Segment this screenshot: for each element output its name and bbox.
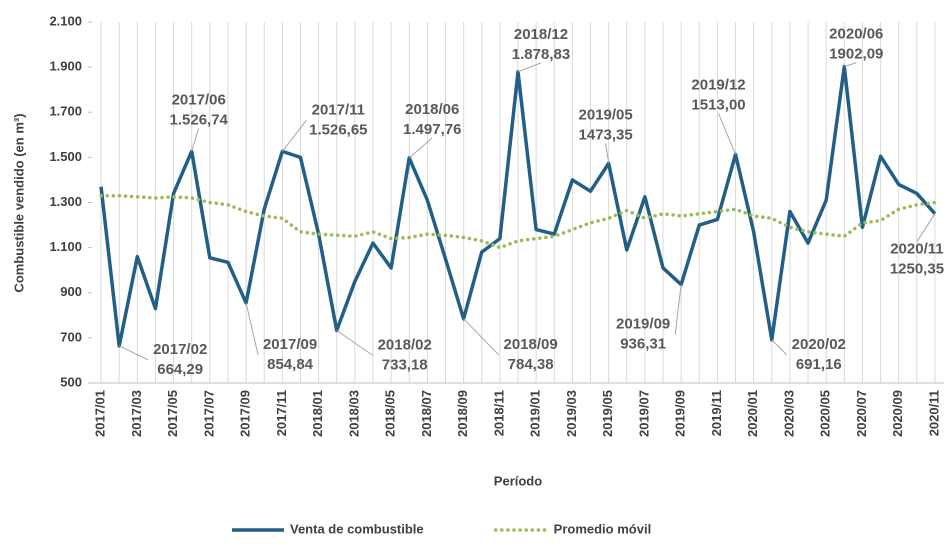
x-tick-label: 2019/05 [600,390,615,437]
callout-line [118,345,149,361]
y-tick-label: 1.300 [49,194,82,209]
callout-period: 2017/11 [312,101,365,118]
y-tick-label: 900 [60,284,82,299]
x-tick-label: 2017/03 [129,390,144,437]
callout-period: 2019/09 [616,316,670,333]
legend-label: Venta de combustible [290,521,424,536]
x-tick-label: 2018/01 [310,390,325,437]
y-tick-label: 2.100 [49,13,82,28]
callout-line [605,143,610,164]
x-tick-label: 2017/11 [274,390,289,436]
y-tick-label: 1.700 [49,104,82,119]
callout-period: 2017/09 [263,336,317,353]
x-tick-label: 2020/03 [781,390,796,437]
x-tick-label: 2020/07 [854,390,869,437]
x-tick-label: 2020/01 [745,390,760,437]
data-label: 1513,00 [691,96,745,113]
data-label: 784,38 [508,356,554,373]
callout-period: 2017/02 [153,341,207,358]
callout-line [336,329,374,356]
y-axis-title: Combustible vendido (en m³) [11,113,26,292]
data-label: 664,29 [157,361,203,378]
x-tick-label: 2018/05 [383,390,398,437]
x-tick-label: 2020/11 [926,390,941,436]
callout-period: 2020/11 [890,241,943,258]
data-label: 1.497,76 [403,121,461,138]
x-tick-label: 2017/05 [165,390,180,437]
series-line [99,193,937,250]
callout-period: 2019/12 [691,76,745,93]
x-tick-label: 2017/09 [238,390,253,437]
data-label: 733,18 [382,356,428,373]
callout-line [408,137,433,159]
callout-period: 2018/12 [514,26,568,43]
x-tick-label: 2018/09 [455,390,470,437]
x-tick-label: 2019/09 [673,390,688,437]
x-tick-label: 2020/05 [818,390,833,437]
callout-line [245,302,259,356]
data-label: 1902,09 [829,46,883,63]
callout-period: 2018/09 [503,336,557,353]
x-tick-label: 2019/07 [636,390,651,437]
x-tick-label: 2017/07 [201,390,216,437]
y-tick-label: 1.500 [49,149,82,164]
data-label: 1.526,74 [170,111,229,128]
callout-line [916,213,936,242]
x-tick-label: 2017/01 [93,390,108,437]
x-tick-label: 2019/11 [709,390,724,436]
series-line [99,64,937,348]
x-tick-label: 2018/03 [346,390,361,437]
data-label: 854,84 [267,356,314,373]
callout-line [281,120,307,152]
callout-period: 2019/05 [579,106,633,123]
data-label: 1250,35 [890,261,944,278]
callout-period: 2018/06 [405,101,459,118]
callout-line [718,113,736,155]
y-tick-label: 500 [60,374,82,389]
callout-period: 2017/06 [172,91,226,108]
callout-line [771,339,788,356]
callout-line [517,62,542,73]
callout-line [463,318,499,356]
data-label: 1473,35 [579,126,633,143]
y-tick-label: 700 [60,329,82,344]
callout-period: 2020/06 [829,26,883,43]
data-label: 1.526,65 [309,121,367,138]
x-tick-label: 2019/03 [564,390,579,437]
callout-line [191,128,200,152]
x-tick-label: 2018/11 [491,390,506,436]
x-tick-label: 2019/01 [528,390,543,437]
data-label: 691,16 [796,356,842,373]
y-tick-label: 1.900 [49,59,82,74]
legend-label: Promedio móvil [554,521,652,536]
y-tick-label: 1.100 [49,239,82,254]
x-axis-title: Período [494,473,542,488]
x-tick-label: 2018/07 [419,390,434,437]
callout-line [674,284,682,335]
callout-period: 2018/02 [378,336,432,353]
callout-period: 2020/02 [792,336,846,353]
x-tick-label: 2020/09 [890,390,905,437]
data-label: 936,31 [620,336,666,353]
data-label: 1.878,83 [512,46,570,63]
callout-line [844,62,857,68]
